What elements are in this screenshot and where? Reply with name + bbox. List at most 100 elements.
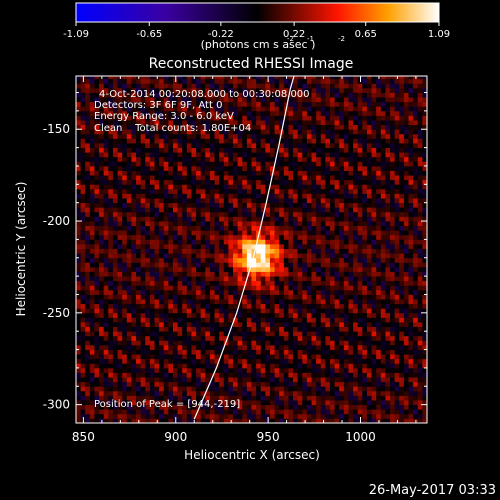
heatmap-cell <box>159 294 165 300</box>
heatmap-cell <box>330 312 336 318</box>
heatmap-cell <box>348 207 354 213</box>
heatmap-cell <box>279 409 285 415</box>
heatmap-cell <box>168 326 174 332</box>
heatmap-cell <box>196 239 202 245</box>
heatmap-cell <box>366 120 372 126</box>
heatmap-cell <box>242 230 248 236</box>
heatmap-cell <box>348 202 354 208</box>
heatmap-cell <box>343 216 349 222</box>
heatmap-cell <box>168 294 174 300</box>
heatmap-cell <box>330 395 336 401</box>
heatmap-cell <box>94 179 100 185</box>
heatmap-cell <box>186 147 192 153</box>
heatmap-cell <box>140 390 146 396</box>
heatmap-cell <box>205 271 211 277</box>
heatmap-cell <box>112 386 118 392</box>
heatmap-cell <box>316 78 322 84</box>
heatmap-cell <box>362 152 368 158</box>
heatmap-cell <box>256 184 262 190</box>
heatmap-cell <box>182 363 188 369</box>
heatmap-cell <box>288 294 294 300</box>
heatmap-cell <box>223 276 229 282</box>
heatmap-cell <box>330 400 336 406</box>
heatmap-cell <box>242 179 248 185</box>
heatmap-cell <box>80 152 86 158</box>
heatmap-cell <box>251 340 257 346</box>
heatmap-cell <box>242 248 248 254</box>
heatmap-cell <box>320 257 326 263</box>
heatmap-cell <box>366 404 372 410</box>
heatmap-cell <box>99 400 105 406</box>
heatmap-cell <box>76 409 82 415</box>
heatmap-cell <box>362 400 368 406</box>
heatmap-cell <box>112 234 118 240</box>
heatmap-cell <box>228 262 234 268</box>
heatmap-cell <box>353 106 359 112</box>
heatmap-cell <box>145 193 151 199</box>
heatmap-cell <box>242 216 248 222</box>
heatmap-cell <box>172 133 179 139</box>
heatmap-cell <box>330 179 336 185</box>
heatmap-cell <box>172 257 179 263</box>
heatmap-cell <box>140 418 146 423</box>
heatmap-cell <box>145 390 151 396</box>
heatmap-cell <box>145 386 151 392</box>
heatmap-cell <box>316 390 322 396</box>
heatmap-cell <box>246 404 252 410</box>
heatmap-cell <box>371 400 377 406</box>
heatmap-cell <box>209 276 215 282</box>
heatmap-cell <box>242 211 248 217</box>
heatmap-cell <box>99 165 105 171</box>
heatmap-cell <box>159 326 165 332</box>
heatmap-cell <box>325 243 331 249</box>
heatmap-cell <box>274 211 280 217</box>
heatmap-cell <box>186 312 192 318</box>
heatmap-cell <box>196 409 202 415</box>
heatmap-cell <box>89 299 95 305</box>
heatmap-cell <box>112 322 118 328</box>
heatmap-cell <box>320 110 326 116</box>
heatmap-cell <box>76 266 82 272</box>
heatmap-cell <box>343 354 349 360</box>
heatmap-cell <box>108 413 114 419</box>
heatmap-cell <box>362 390 368 396</box>
heatmap-cell <box>316 161 322 167</box>
heatmap-cell <box>177 294 183 300</box>
heatmap-cell <box>330 409 336 415</box>
heatmap-cell <box>233 381 239 387</box>
heatmap-cell <box>159 198 165 204</box>
heatmap-cell <box>279 326 285 332</box>
heatmap-cell <box>112 299 118 305</box>
heatmap-cell <box>172 124 179 130</box>
heatmap-cell <box>357 234 363 240</box>
heatmap-cell <box>325 271 331 277</box>
heatmap-cell <box>186 230 192 236</box>
heatmap-cell <box>320 147 326 153</box>
heatmap-cell <box>265 294 271 300</box>
heatmap-cell <box>145 299 151 305</box>
heatmap-cell <box>219 207 225 213</box>
heatmap-cell <box>205 101 211 107</box>
heatmap-cell <box>145 188 151 194</box>
heatmap-cell <box>237 308 243 314</box>
heatmap-cell <box>302 413 308 419</box>
heatmap-cell <box>182 276 188 282</box>
heatmap-cell <box>293 179 299 185</box>
heatmap-cell <box>186 175 192 181</box>
heatmap-cell <box>154 271 160 277</box>
heatmap-cell <box>228 152 234 158</box>
heatmap-cell <box>205 211 211 217</box>
heatmap-cell <box>85 312 91 318</box>
heatmap-cell <box>149 404 155 410</box>
heatmap-cell <box>256 299 262 305</box>
heatmap-cell <box>279 285 285 291</box>
heatmap-cell <box>85 253 91 259</box>
heatmap-cell <box>320 239 326 245</box>
heatmap-cell <box>80 377 86 383</box>
heatmap-cell <box>320 386 326 392</box>
heatmap-cell <box>112 312 118 318</box>
heatmap-cell <box>223 395 229 401</box>
heatmap-cell <box>371 289 377 295</box>
heatmap-cell <box>228 225 234 231</box>
heatmap-cell <box>205 234 211 240</box>
